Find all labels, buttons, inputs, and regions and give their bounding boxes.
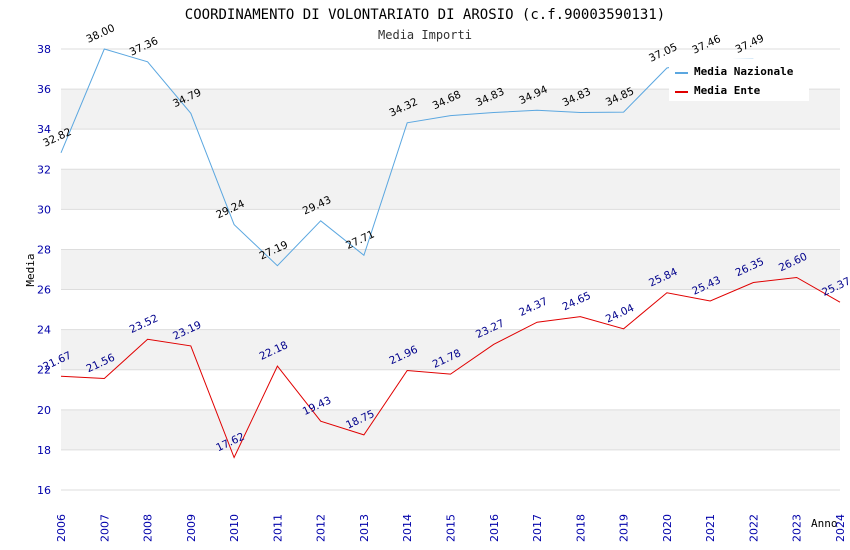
series-line-media-nazionale: [60, 48, 754, 267]
gridlines: [61, 48, 840, 491]
x-tick-label: 2024: [834, 514, 847, 542]
chart-subtitle: Media Importi: [378, 28, 472, 42]
y-axis-ticks: 16 18 20 22 24 26 28 30 32 34 36 38: [37, 43, 51, 497]
y-tick-label: 36: [37, 83, 51, 96]
x-tick-label: 2014: [401, 514, 414, 542]
band: [61, 169, 840, 210]
y-tick-label: 26: [37, 284, 51, 297]
x-tick-label: 2010: [228, 514, 241, 542]
x-tick-label: 2011: [271, 514, 284, 542]
x-tick-label: 2009: [185, 514, 198, 542]
x-axis-ticks: 2006 2007 2008 2009 2010 2011 2012 2013 2014 2015…: [55, 514, 847, 542]
x-tick-label: 2015: [445, 514, 458, 542]
x-tick-label: 2023: [791, 514, 804, 542]
y-tick-label: 20: [37, 404, 51, 417]
band: [61, 289, 840, 330]
data-label: 38.00: [84, 22, 116, 46]
x-tick-label: 2008: [142, 514, 155, 542]
x-tick-label: 2007: [98, 514, 111, 542]
series-lines: [60, 48, 841, 459]
band: [61, 449, 840, 490]
band: [61, 129, 840, 170]
y-tick-label: 22: [37, 364, 51, 377]
x-tick-label: 2020: [661, 514, 674, 542]
chart-title: COORDINAMENTO DI VOLONTARIATO DI AROSIO …: [185, 7, 665, 23]
x-tick-label: 2016: [488, 514, 501, 542]
x-tick-label: 2019: [618, 514, 631, 542]
y-tick-label: 30: [37, 203, 51, 216]
x-tick-label: 2013: [358, 514, 371, 542]
band: [61, 409, 840, 450]
x-tick-label: 2018: [574, 514, 587, 542]
series-line-media-ente: [60, 276, 841, 459]
legend-box: [669, 59, 809, 101]
x-tick-label: 2006: [55, 514, 68, 542]
y-tick-label: 16: [37, 484, 51, 497]
x-tick-label: 2012: [315, 514, 328, 542]
x-tick-label: 2022: [747, 514, 760, 542]
y-axis-title: Media: [24, 253, 37, 286]
band: [61, 249, 840, 290]
x-tick-label: 2017: [531, 514, 544, 542]
legend: Media Nazionale Media Ente: [669, 59, 809, 101]
legend-label-media-ente: Media Ente: [694, 84, 761, 97]
legend-label-media-nazionale: Media Nazionale: [694, 65, 794, 78]
y-tick-label: 18: [37, 444, 51, 457]
band: [61, 329, 840, 370]
x-axis-title: Anno: [811, 517, 838, 530]
band: [61, 369, 840, 410]
y-tick-label: 24: [37, 324, 51, 337]
y-tick-label: 32: [37, 163, 51, 176]
band: [61, 209, 840, 250]
y-tick-label: 38: [37, 43, 51, 56]
y-tick-label: 34: [37, 123, 51, 136]
plot-background-bands: [61, 49, 840, 490]
y-tick-label: 28: [37, 243, 51, 256]
x-tick-label: 2021: [704, 514, 717, 542]
